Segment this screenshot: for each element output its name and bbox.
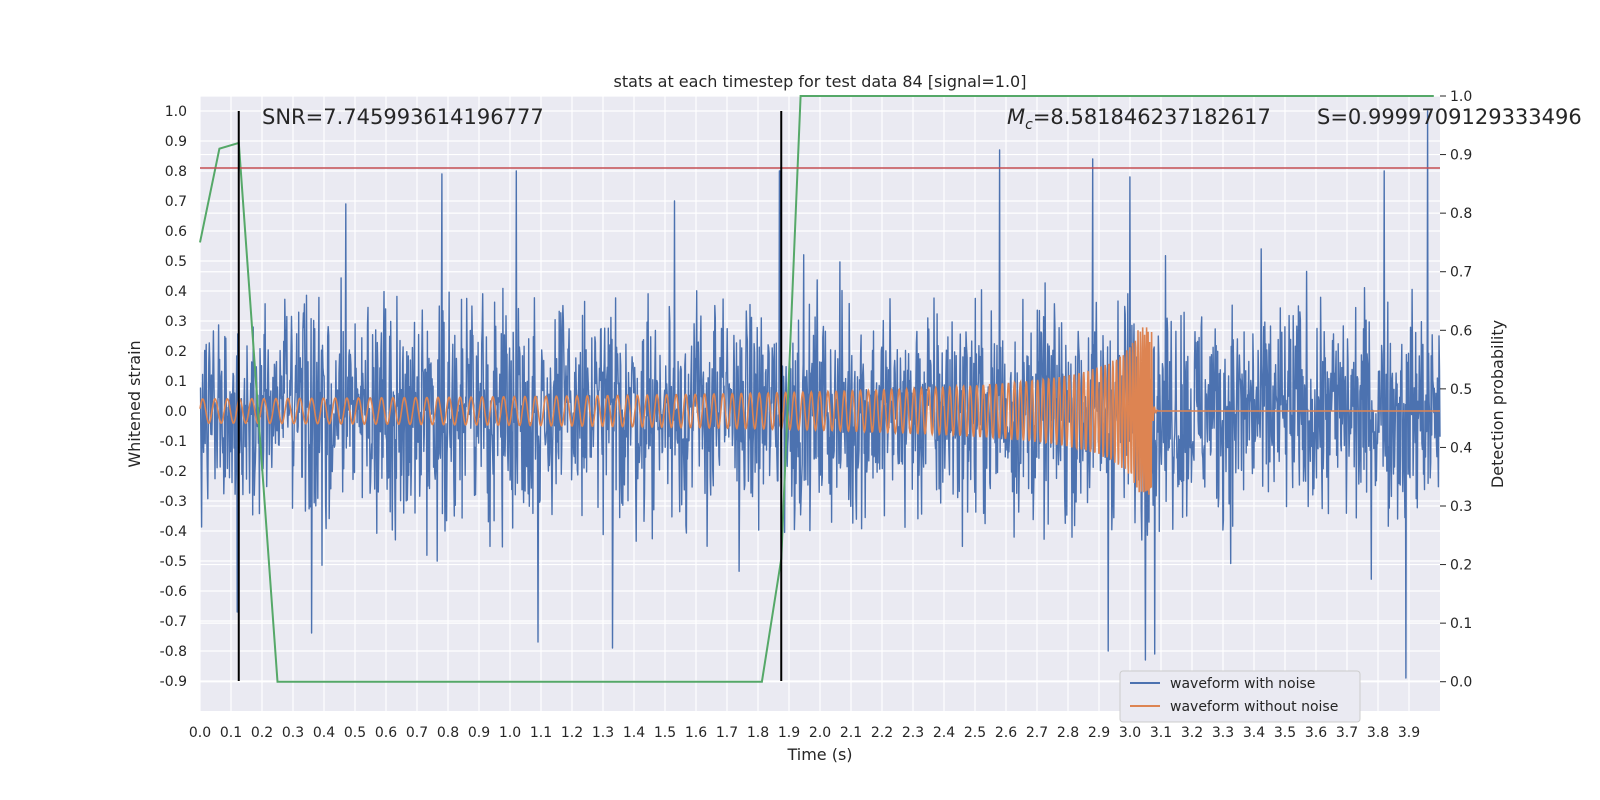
x-tick-label: 3.8	[1367, 725, 1389, 741]
chirp-mass-subscript: c	[1025, 117, 1033, 133]
tick-layer: 0.0 0.1 0.2 0.3 0.4 0.5 0.6 0.7 0.8 0.9 1.0 1.1 1.2 1…	[160, 89, 1473, 741]
x-tick-label: 0.1	[220, 725, 242, 741]
y2-axis-title: Detection probability	[1488, 320, 1507, 488]
legend-label-clean: waveform without noise	[1170, 699, 1338, 715]
y-tick-label: 0.7	[165, 194, 187, 210]
legend-box	[1119, 670, 1361, 723]
x-tick-label: 1.8	[747, 725, 769, 741]
x-tick-label: 1.2	[561, 725, 583, 741]
y-tick-label: 0.3	[165, 314, 187, 330]
x-tick-label: 3.7	[1336, 725, 1358, 741]
y-tick-label: -0.5	[160, 554, 187, 570]
y-tick-label: -0.9	[160, 674, 187, 690]
x-tick-label: 2.7	[1026, 725, 1048, 741]
y-tick-label: -0.8	[160, 644, 187, 660]
x-tick-label: 3.1	[1150, 725, 1172, 741]
series-detection-probability	[199, 95, 1434, 683]
y-tick-label: -0.3	[160, 494, 187, 510]
y-axis-title: Whitened strain	[125, 340, 144, 467]
x-tick-label: 2.1	[840, 725, 862, 741]
y2-tick-label: 0.7	[1450, 265, 1472, 281]
y-tick-label: -0.6	[160, 584, 187, 600]
significance-annotation: S=0.9999709129333496	[1317, 105, 1582, 129]
x-tick-label: 2.0	[809, 725, 831, 741]
x-tick-label: 1.1	[530, 725, 552, 741]
x-tick-label: 0.6	[375, 725, 397, 741]
overlay-layer	[199, 95, 1440, 683]
chart-title: stats at each timestep for test data 84 …	[614, 72, 1027, 91]
y2-tick-label: 0.3	[1450, 499, 1472, 515]
x-tick-label: 1.4	[623, 725, 645, 741]
x-tick-label: 1.0	[499, 725, 521, 741]
x-tick-label: 1.7	[716, 725, 738, 741]
y2-tick-label: 1.0	[1450, 89, 1472, 105]
x-tick-label: 3.6	[1305, 725, 1327, 741]
x-tick-label: 1.3	[592, 725, 614, 741]
y-tick-label: 0.6	[165, 224, 187, 240]
y-tick-label: -0.1	[160, 434, 187, 450]
x-tick-label: 0.2	[251, 725, 273, 741]
legend: waveform with noise waveform without noi…	[1119, 670, 1361, 723]
y2-tick-label: 0.8	[1450, 206, 1472, 222]
y2-tick-label: 0.2	[1450, 558, 1472, 574]
x-tick-label: 0.0	[189, 725, 211, 741]
x-tick-label: 2.9	[1088, 725, 1110, 741]
y-tick-label: 0.4	[165, 284, 187, 300]
y-tick-label: 0.1	[165, 374, 187, 390]
y2-tick-label: 0.0	[1450, 675, 1472, 691]
x-tick-label: 0.8	[437, 725, 459, 741]
x-tick-label: 0.7	[406, 725, 428, 741]
x-tick-label: 3.4	[1243, 725, 1265, 741]
x-tick-label: 1.5	[654, 725, 676, 741]
y-tick-label: 0.2	[165, 344, 187, 360]
x-tick-label: 3.9	[1398, 725, 1420, 741]
x-tick-label: 2.2	[871, 725, 893, 741]
x-tick-label: 1.9	[778, 725, 800, 741]
x-tick-label: 0.5	[344, 725, 366, 741]
y-tick-label: 0.9	[165, 134, 187, 150]
chirp-mass-annotation: Mc=8.581846237182617	[1007, 105, 1271, 133]
x-tick-label: 3.2	[1181, 725, 1203, 741]
y2-tick-label: 0.5	[1450, 382, 1472, 398]
y-tick-label: 1.0	[165, 104, 187, 120]
y2-tick-label: 0.4	[1450, 440, 1472, 456]
y2-tick-label: 0.9	[1450, 148, 1472, 164]
y2-tick-label: 0.1	[1450, 616, 1472, 632]
chirp-mass-value: =8.581846237182617	[1033, 105, 1271, 129]
y-tick-label: -0.7	[160, 614, 187, 630]
y-tick-label: -0.4	[160, 524, 187, 540]
y-tick-label: -0.2	[160, 464, 187, 480]
x-axis-title: Time (s)	[786, 745, 852, 764]
x-tick-label: 2.6	[995, 725, 1017, 741]
x-tick-label: 3.5	[1274, 725, 1296, 741]
x-tick-label: 1.6	[685, 725, 707, 741]
x-tick-label: 2.5	[964, 725, 986, 741]
y-tick-label: 0.8	[165, 164, 187, 180]
x-tick-label: 3.0	[1119, 725, 1141, 741]
x-tick-label: 2.8	[1057, 725, 1079, 741]
x-tick-label: 2.3	[902, 725, 924, 741]
x-tick-label: 0.3	[282, 725, 304, 741]
x-tick-label: 2.4	[933, 725, 955, 741]
y-tick-label: 0.5	[165, 254, 187, 270]
y2-tick-label: 0.6	[1450, 323, 1472, 339]
x-tick-label: 0.9	[468, 725, 490, 741]
chirp-mass-symbol: M	[1007, 105, 1025, 129]
y-tick-label: 0.0	[165, 404, 187, 420]
x-tick-label: 3.3	[1212, 725, 1234, 741]
snr-annotation: SNR=7.745993614196777	[262, 105, 544, 129]
series-waveform-without-noise	[199, 327, 1440, 495]
series-waveform-with-noise	[199, 110, 1441, 679]
series-layer	[199, 110, 1441, 679]
x-tick-label: 0.4	[313, 725, 335, 741]
legend-label-noise: waveform with noise	[1170, 676, 1315, 692]
